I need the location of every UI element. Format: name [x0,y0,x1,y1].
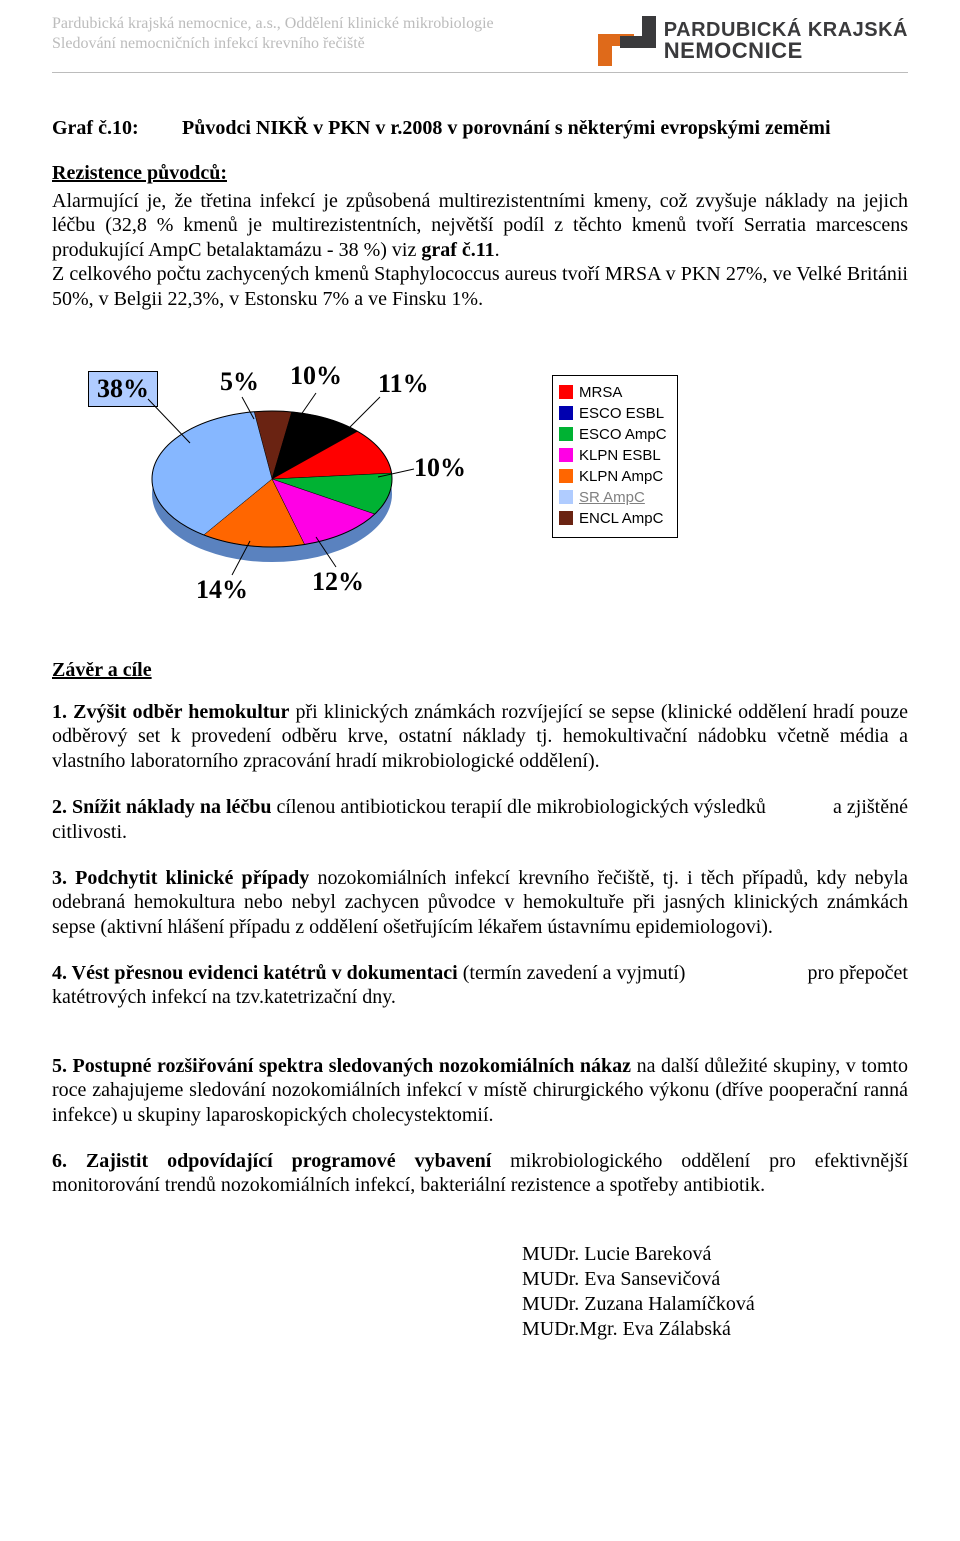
conclusion-lead: 2. Snížit náklady na léčbu [52,796,272,818]
legend-item: ENCL AmpC [559,510,667,527]
conclusion-lead: 5. Postupné rozšiřování spektra sledovan… [52,1055,631,1077]
conclusion-lead: 3. Podchytit klinické případy [52,867,309,889]
resistance-para-2: Z celkového počtu zachycených kmenů Stap… [52,262,908,311]
signature-line: MUDr. Eva Sansevičová [522,1267,908,1292]
resistance-heading: Rezistence původců: [52,162,908,185]
conclusion-lead: 6. Zajistit odpovídající programové vyba… [52,1150,491,1172]
figure-title-row: Graf č.10: Původci NIKŘ v PKN v r.2008 v… [52,117,908,140]
conclusion-trail: a zjištěné [833,795,908,819]
hospital-logo-icon [598,16,656,66]
conclusion-item: 3. Podchytit klinické případy nozokomiál… [52,866,908,939]
chart-legend: MRSA ESCO ESBL ESCO AmpC KLPN ESBL KLPN AmpC… [552,375,678,538]
pct-label-14: 14% [196,575,248,605]
conclusion-trail: pro přepočet [807,961,908,985]
signature-line: MUDr.Mgr. Eva Zálabská [522,1317,908,1342]
resistance-graf-ref: graf č.11 [421,239,494,261]
conclusion-lead: 1. Zvýšit odběr hemokultur [52,701,289,723]
legend-swatch [559,406,573,420]
header-org-line2: Sledování nemocničních infekcí krevního … [52,34,494,54]
pie-svg [122,389,422,579]
conclusion-heading: Závěr a cíle [52,659,908,682]
legend-item: KLPN AmpC [559,468,667,485]
header-logo: PARDUBICKÁ KRAJSKÁ NEMOCNICE [598,14,908,66]
legend-item: ESCO AmpC [559,426,667,443]
resistance-para-1: Alarmující je, že třetina infekcí je způ… [52,189,908,262]
page-header: Pardubická krajská nemocnice, a.s., Oddě… [52,14,908,66]
conclusion-item: 5. Postupné rozšiřování spektra sledovan… [52,1054,908,1127]
legend-label: ESCO ESBL [579,405,664,422]
legend-swatch [559,469,573,483]
logo-text: PARDUBICKÁ KRAJSKÁ NEMOCNICE [664,20,908,62]
legend-label: MRSA [579,384,622,401]
legend-item: MRSA [559,384,667,401]
pie-chart: 38% 5% 10% 11% 10% 12% 14% [92,369,482,619]
pct-label-10b: 10% [414,453,466,483]
legend-label: KLPN ESBL [579,447,661,464]
conclusion-item: 4. Vést přesnou evidenci katétrů v dokum… [52,961,908,1010]
signatures: MUDr. Lucie BarekováMUDr. Eva Sansevičov… [52,1242,908,1342]
legend-swatch [559,385,573,399]
legend-swatch [559,448,573,462]
legend-label: SR AmpC [579,489,645,506]
legend-swatch [559,427,573,441]
legend-item: SR AmpC [559,489,667,506]
header-org-block: Pardubická krajská nemocnice, a.s., Oddě… [52,14,494,54]
pct-label-11: 11% [378,369,429,399]
logo-text-line2: NEMOCNICE [664,40,908,62]
header-org-line1: Pardubická krajská nemocnice, a.s., Oddě… [52,14,494,34]
figure-number: Graf č.10: [52,117,182,140]
legend-label: KLPN AmpC [579,468,663,485]
pie-chart-block: 38% 5% 10% 11% 10% 12% 14% MRSA ESCO ESBL… [52,369,908,619]
pct-label-10a: 10% [290,361,342,391]
pct-label-38: 38% [88,371,158,407]
legend-label: ESCO AmpC [579,426,667,443]
signature-line: MUDr. Lucie Bareková [522,1242,908,1267]
legend-label: ENCL AmpC [579,510,663,527]
header-rule [52,72,908,73]
conclusion-item: 2. Snížit náklady na léčbu cílenou antib… [52,795,908,844]
conclusion-lead: 4. Vést přesnou evidenci katétrů v dokum… [52,962,458,984]
conclusion-item: 1. Zvýšit odběr hemokultur při klinickýc… [52,700,908,773]
legend-swatch [559,490,573,504]
conclusion-item: 6. Zajistit odpovídající programové vyba… [52,1149,908,1198]
logo-text-line1: PARDUBICKÁ KRAJSKÁ [664,20,908,40]
legend-swatch [559,511,573,525]
pct-label-12: 12% [312,567,364,597]
signature-line: MUDr. Zuzana Halamíčková [522,1292,908,1317]
pct-label-5: 5% [220,367,259,397]
legend-item: KLPN ESBL [559,447,667,464]
legend-item: ESCO ESBL [559,405,667,422]
figure-title: Původci NIKŘ v PKN v r.2008 v porovnání … [182,117,831,140]
